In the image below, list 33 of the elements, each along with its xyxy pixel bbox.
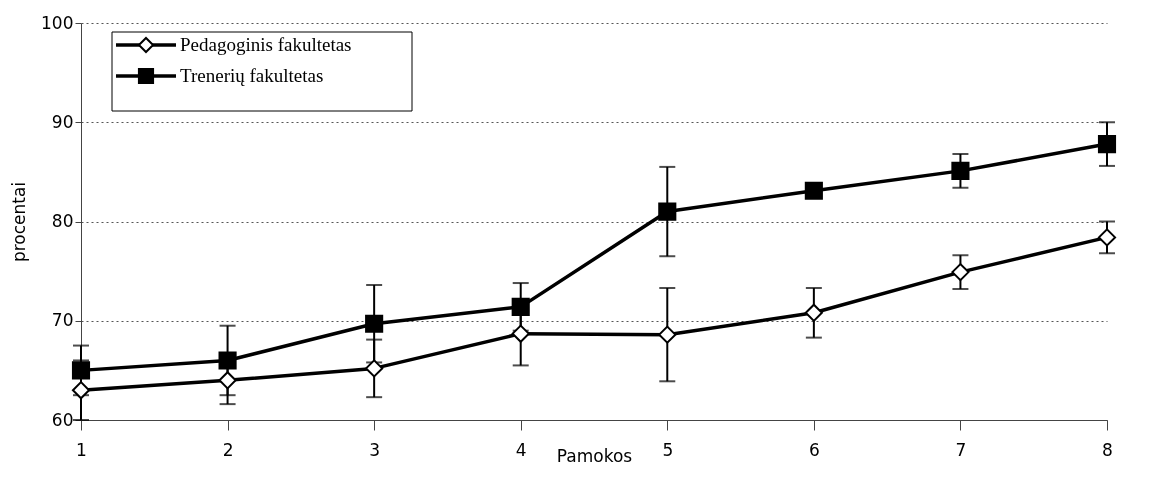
point	[804, 181, 823, 200]
x-tick-label: 6	[808, 439, 820, 460]
point	[1097, 135, 1117, 154]
legend-label: Trenerių fakultetas	[180, 65, 324, 86]
x-axis-title: Pamokos	[556, 445, 633, 466]
point	[511, 297, 530, 316]
point	[218, 351, 237, 370]
point	[658, 325, 677, 344]
y-tick-label: 60	[51, 409, 74, 430]
point	[1097, 228, 1117, 247]
point	[658, 202, 677, 221]
legend-label: Pedagoginis fakultetas	[180, 34, 352, 55]
x-tick-label: 7	[955, 439, 967, 460]
point	[71, 361, 91, 380]
x-tick-label: 3	[369, 439, 381, 460]
y-tick-label: 70	[51, 310, 74, 331]
point	[71, 381, 91, 400]
y-tick-label: 80	[51, 211, 74, 231]
point	[951, 263, 970, 282]
x-tick-label: 4	[515, 439, 527, 460]
point	[804, 303, 823, 322]
point	[511, 324, 530, 343]
y-axis-title: procentai	[9, 181, 30, 263]
y-tick-label: 100	[41, 12, 74, 33]
point	[365, 314, 384, 333]
point	[365, 359, 384, 378]
x-tick-label: 8	[1102, 439, 1113, 460]
point	[951, 161, 970, 180]
x-tick-label: 1	[76, 439, 87, 460]
x-tick-label: 2	[222, 439, 234, 460]
point	[218, 371, 237, 390]
x-tick-label: 5	[662, 439, 674, 460]
y-tick-label: 90	[51, 111, 74, 132]
